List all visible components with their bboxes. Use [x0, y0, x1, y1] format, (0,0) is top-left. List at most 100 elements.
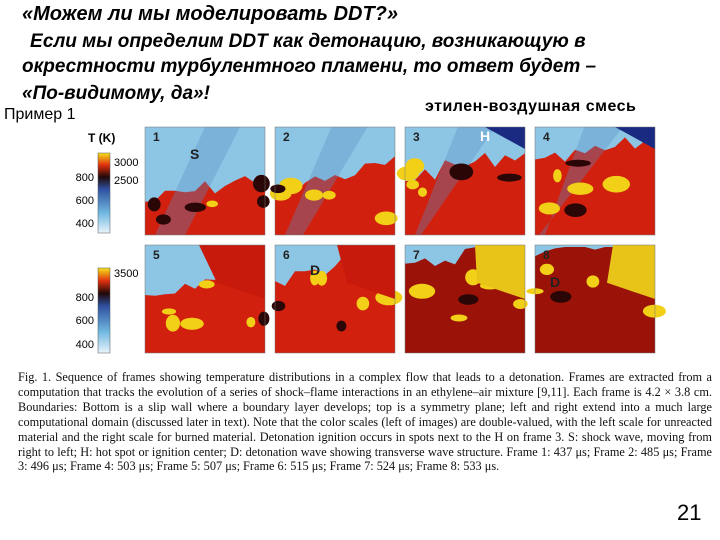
hot-pocket: [538, 202, 560, 215]
hot-pocket: [316, 270, 328, 286]
mixture-label: этилен-воздушная смесь: [425, 98, 637, 115]
frame-border: [274, 126, 396, 236]
frame: 8D: [526, 244, 666, 354]
hot-pocket: [206, 200, 218, 208]
hot-pocket: [258, 311, 270, 326]
hot-pocket: [553, 169, 562, 183]
hot-pocket: [513, 299, 528, 309]
hot-pocket: [322, 190, 336, 200]
hot-pocket: [356, 296, 370, 311]
frame-mark: H: [480, 128, 490, 144]
frame: 6D: [271, 244, 403, 354]
detonation-front: [199, 245, 265, 299]
text-line: «По-видимому, да»!: [22, 83, 210, 104]
scale-label: 600: [76, 195, 94, 207]
hot-pocket: [539, 263, 554, 275]
hot-pocket: [565, 159, 591, 167]
axis-title: T (K): [88, 131, 115, 145]
detonation-front: [607, 245, 655, 299]
frame-number: 8: [543, 248, 550, 262]
frame-number: 6: [283, 248, 290, 262]
hot-pocket: [161, 308, 177, 315]
hot-pocket: [449, 163, 474, 181]
scale-label: 400: [76, 339, 94, 351]
frame-border: [534, 244, 656, 354]
hot-pocket: [550, 290, 572, 303]
hot-pocket: [336, 320, 347, 332]
hot-spot: [485, 127, 525, 149]
detonation-front: [337, 245, 395, 299]
frame-border: [144, 126, 266, 236]
frame: 1S: [144, 126, 270, 236]
hot-pocket: [305, 189, 323, 201]
colorbar: [97, 152, 111, 234]
frame-mark: D: [310, 262, 320, 278]
example-label: Пример 1: [4, 106, 76, 123]
text-line: окрестности турбулентного пламени, то от…: [22, 56, 597, 77]
hot-pocket: [497, 173, 522, 182]
hot-pocket: [586, 275, 600, 288]
hot-pocket: [246, 317, 256, 328]
colorbar: [97, 267, 111, 354]
hot-pocket: [184, 202, 206, 212]
frame: 4: [534, 126, 656, 236]
hot-pocket: [374, 211, 398, 226]
hot-pocket: [147, 197, 161, 212]
hot-pocket: [253, 174, 270, 193]
shock-zone: [415, 127, 496, 235]
scale-label: 2500: [114, 175, 138, 187]
scale-label: 600: [76, 315, 94, 327]
frame: 2: [269, 126, 398, 236]
shock-zone: [155, 127, 240, 235]
detonation-front: [475, 245, 525, 299]
frame-border: [534, 126, 656, 236]
hot-pocket: [450, 314, 468, 322]
hot-pocket: [155, 214, 171, 225]
frame-number: 4: [543, 130, 550, 144]
burned-region: [405, 153, 525, 235]
title: «Можем ли мы моделировать DDT?»: [22, 3, 399, 25]
frame-border: [404, 126, 526, 236]
scale-label: 400: [76, 218, 94, 230]
hot-pocket: [458, 294, 479, 305]
frame-border: [144, 244, 266, 354]
frame-mark: S: [190, 146, 199, 162]
frame-number: 5: [153, 248, 160, 262]
scale-label: 800: [76, 172, 94, 184]
frame-border: [274, 244, 396, 354]
hot-pocket: [310, 270, 320, 286]
frame-number: 1: [153, 130, 160, 144]
hot-pocket: [165, 314, 180, 332]
hot-pocket: [257, 195, 270, 208]
frame-number: 2: [283, 130, 290, 144]
frame-number: 7: [413, 248, 420, 262]
hot-pocket: [408, 283, 436, 299]
hot-pocket: [405, 158, 425, 175]
hot-pocket: [271, 300, 286, 312]
hot-spot: [615, 127, 655, 149]
scale-label: 3000: [114, 157, 138, 169]
hot-pocket: [406, 179, 419, 190]
frame-mark: D: [550, 274, 560, 290]
hot-pocket: [602, 175, 630, 193]
caption: Fig. 1. Sequence of frames showing tempe…: [18, 370, 712, 474]
frame-number: 3: [413, 130, 420, 144]
scale-label: 3500: [114, 268, 138, 280]
hot-pocket: [418, 187, 427, 197]
hot-pocket: [180, 317, 204, 330]
hot-pocket: [564, 203, 587, 217]
shock-zone: [285, 127, 368, 235]
frame: 5: [144, 244, 270, 354]
frame: 7: [404, 244, 528, 354]
hot-pocket: [642, 304, 666, 318]
scale-label: 800: [76, 292, 94, 304]
page-number: 21: [677, 500, 702, 525]
hot-pocket: [567, 182, 594, 195]
frame-border: [404, 244, 526, 354]
text-line: Если мы определим DDT как детонацию, воз…: [30, 31, 586, 52]
hot-pocket: [198, 280, 215, 289]
hot-pocket: [270, 184, 286, 194]
